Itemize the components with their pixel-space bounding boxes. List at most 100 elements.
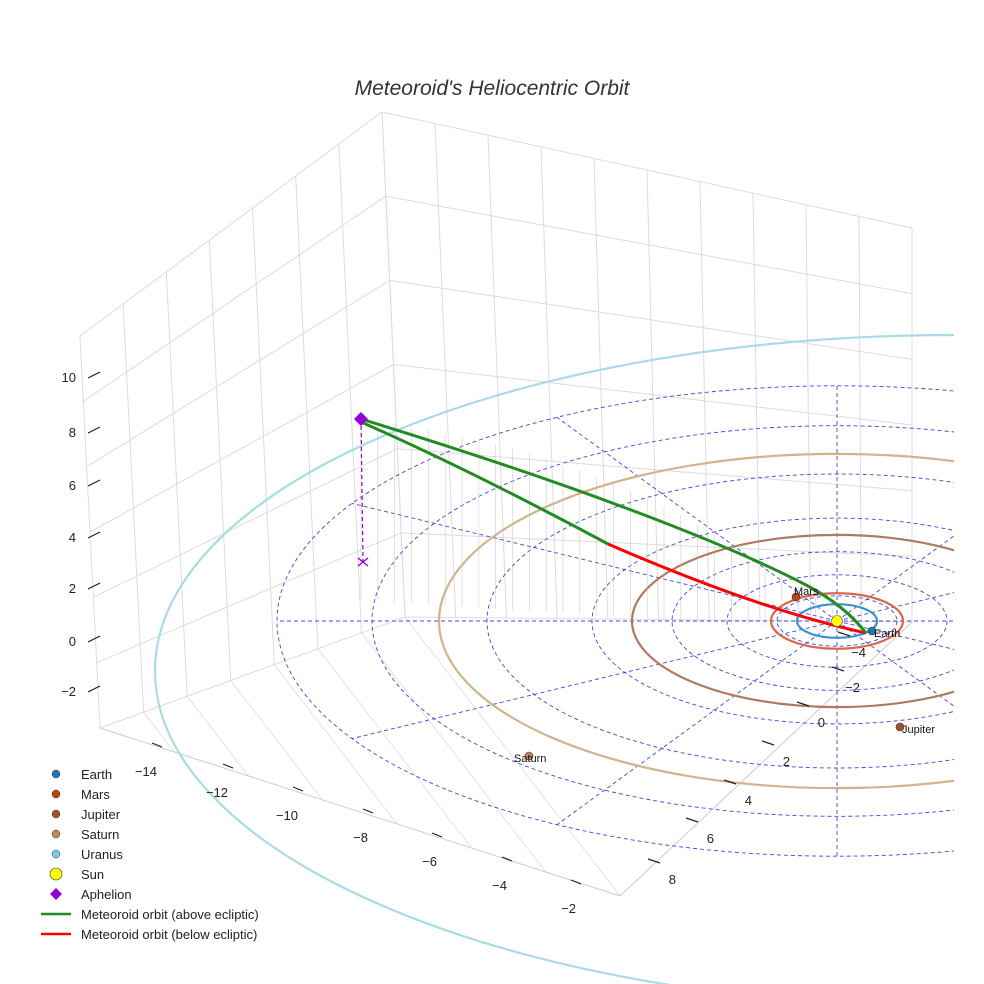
orbit-mars xyxy=(769,592,905,650)
legend-item[interactable]: Saturn xyxy=(51,827,119,842)
z-tick-label: 8 xyxy=(69,425,76,440)
planet-orbits xyxy=(154,334,954,984)
y-tick-mark xyxy=(647,858,661,864)
orbit-jupiter xyxy=(630,533,954,709)
y-tick-label: 4 xyxy=(745,793,752,808)
z-tick-mark xyxy=(87,635,101,643)
orbit-above-inner xyxy=(807,584,868,634)
legend-item[interactable]: Meteoroid orbit (above ecliptic) xyxy=(41,907,259,922)
orbit-saturn xyxy=(438,452,954,790)
planet-jupiter xyxy=(895,722,905,732)
legend-marker xyxy=(51,769,61,779)
ecliptic-spoke xyxy=(836,592,954,622)
ecliptic-grid xyxy=(276,385,954,857)
legend-item[interactable]: Sun xyxy=(49,867,104,882)
legend-item[interactable]: Uranus xyxy=(51,847,123,862)
floor-gridline xyxy=(317,648,472,849)
legend-item[interactable]: Earth xyxy=(51,767,112,782)
floor-gridline xyxy=(404,616,621,897)
x-tick-label: −8 xyxy=(353,830,368,845)
wall-gridline xyxy=(99,616,913,729)
floor-gridline xyxy=(230,680,324,801)
planet-label-jupiter: Jupiter xyxy=(902,724,935,736)
z-tick-label: 2 xyxy=(69,581,76,596)
y-tick-label: −4 xyxy=(851,645,866,660)
orbit-above-near xyxy=(360,420,609,546)
legend-item[interactable]: Mars xyxy=(51,787,110,802)
legend-item[interactable]: Jupiter xyxy=(51,807,121,822)
wall-gridline xyxy=(79,111,913,337)
wall-gridline xyxy=(86,279,913,468)
floor-edge xyxy=(619,621,913,897)
legend-label: Meteoroid orbit (below ecliptic) xyxy=(81,927,257,942)
y-tick-label: 0 xyxy=(818,715,825,730)
aphelion-drop xyxy=(360,418,364,563)
planet-label-earth: Earth xyxy=(874,628,900,640)
x-tick-mark xyxy=(222,763,234,769)
z-tick-label: −2 xyxy=(61,684,76,699)
wall-gridline xyxy=(89,363,913,533)
x-tick-label: −2 xyxy=(561,901,576,916)
floor-gridline xyxy=(361,632,547,873)
ecliptic-spoke xyxy=(836,535,954,622)
y-tick-mark xyxy=(685,817,699,823)
ecliptic-spoke xyxy=(351,502,838,622)
wall-gridline xyxy=(96,532,913,664)
floor-gridline xyxy=(143,711,175,753)
legend-item[interactable]: Aphelion xyxy=(50,887,132,902)
legend-label: Jupiter xyxy=(81,807,121,822)
x-tick-mark xyxy=(292,786,304,792)
orbit-above-far xyxy=(360,417,809,588)
legend-label: Mars xyxy=(81,787,110,802)
aphelion-foot-marker xyxy=(357,557,369,567)
legend-marker xyxy=(51,829,61,839)
wall-gridline xyxy=(93,448,913,598)
axis-ticks: −2 0 2 4 6 8 10 −14 −12 −10 −8 −6 −4 −2 −4 −2 0 2 4 6 8 xyxy=(61,370,866,916)
legend-label: Earth xyxy=(81,767,112,782)
z-tick-label: 0 xyxy=(69,634,76,649)
ecliptic-spoke xyxy=(556,416,838,622)
x-tick-label: −12 xyxy=(206,785,228,800)
ecliptic-ring xyxy=(726,574,948,668)
y-tick-mark xyxy=(723,779,737,785)
sun-marker xyxy=(831,615,843,627)
legend-label: Uranus xyxy=(81,847,123,862)
x-tick-mark xyxy=(362,808,374,814)
y-tick-mark xyxy=(837,631,851,637)
y-tick-label: −2 xyxy=(845,680,860,695)
x-tick-mark xyxy=(501,856,513,862)
wall-gridline xyxy=(83,195,913,402)
y-tick-label: 8 xyxy=(669,872,676,887)
x-tick-mark xyxy=(151,742,163,748)
axes-box xyxy=(79,111,913,897)
ecliptic-spoke xyxy=(836,620,954,707)
z-tick-label: 6 xyxy=(69,478,76,493)
legend-item[interactable]: Meteoroid orbit (below ecliptic) xyxy=(41,927,257,942)
legend-marker xyxy=(51,849,61,859)
orbit-uranus xyxy=(154,334,954,984)
planet-label-mars: Mars xyxy=(794,586,819,598)
z-tick-label: 4 xyxy=(69,530,76,545)
y-tick-mark xyxy=(796,701,810,707)
z-tick-mark xyxy=(87,582,101,590)
legend[interactable]: Earth Mars Jupiter Saturn Uranus Sun Aphelion M… xyxy=(41,767,259,942)
meteoroid-orbit xyxy=(354,412,868,635)
z-tick-mark xyxy=(87,371,101,379)
z-tick-mark xyxy=(87,479,101,487)
legend-label: Aphelion xyxy=(81,887,132,902)
planet-mars xyxy=(791,592,801,602)
z-tick-label: 10 xyxy=(62,370,76,385)
x-tick-label: −4 xyxy=(492,878,507,893)
chart-title: Meteoroid's Heliocentric Orbit xyxy=(355,77,631,100)
z-tick-mark xyxy=(87,685,101,693)
x-tick-label: −6 xyxy=(422,854,437,869)
floor-gridline xyxy=(186,695,249,777)
ecliptic-ring xyxy=(671,551,954,691)
floor-gridline xyxy=(273,664,398,825)
ecliptic-spoke xyxy=(351,620,838,740)
planet-earth xyxy=(867,626,877,636)
ecliptic-spoke xyxy=(556,620,838,826)
aphelion-marker xyxy=(354,412,368,426)
planet-label-saturn: Saturn xyxy=(514,753,546,765)
x-tick-mark xyxy=(570,879,582,885)
